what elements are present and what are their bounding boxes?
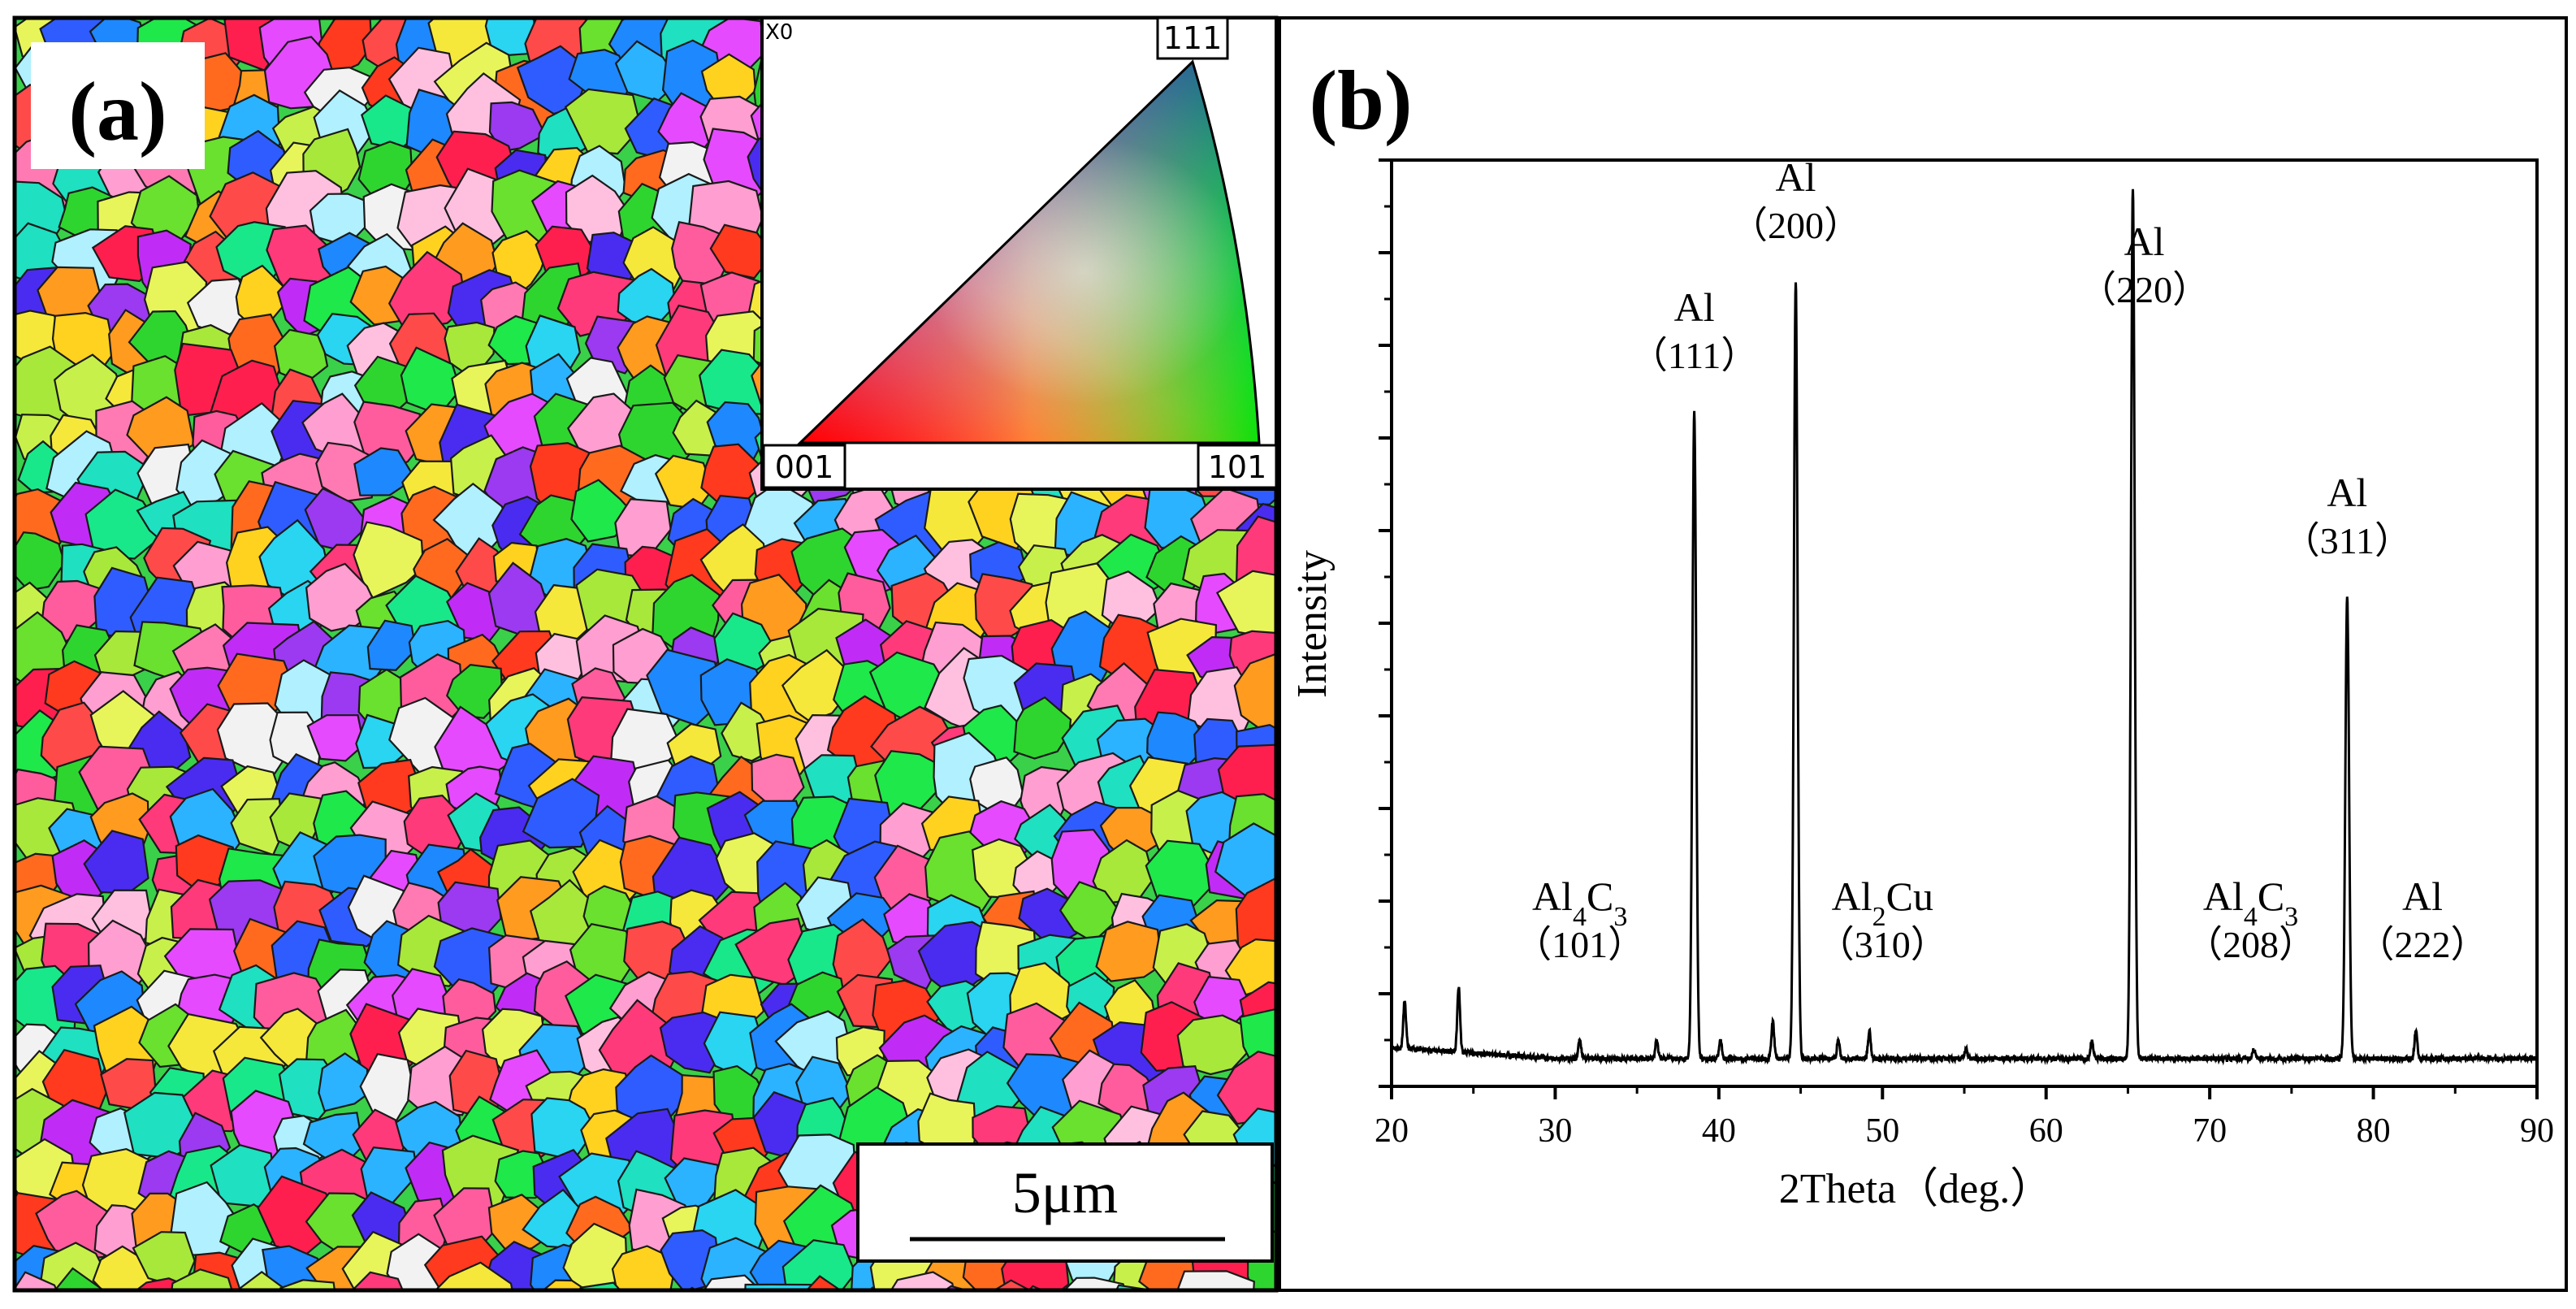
x-tick-label: 90 (2520, 1112, 2554, 1150)
scale-bar-label: 5μm (1012, 1160, 1119, 1225)
xrd-chart: 20 30 40 50 60 70 80 90 Al（111）Al（200） Al（220）Al… (1289, 154, 2554, 1212)
grain (522, 778, 600, 849)
grain (805, 1275, 842, 1290)
grain (353, 521, 425, 600)
grain (318, 1052, 369, 1112)
grain (496, 1294, 551, 1306)
axis-ticks: 20 30 40 50 60 70 80 90 (1375, 158, 2554, 1150)
ipf-label-111-box (1156, 16, 1229, 60)
x-tick-label: 80 (2357, 1112, 2391, 1150)
peak-label-phase: Al (2124, 219, 2165, 264)
y-axis-label: Intensity (1289, 550, 1336, 698)
grain (336, 1289, 340, 1290)
grain (1095, 921, 1163, 982)
ipf-legend: X0 111 001 101 (760, 16, 1278, 491)
peak-label-phase: Al2Cu (1832, 873, 1933, 932)
grain (564, 88, 643, 155)
grain (1235, 877, 1276, 958)
ipf-label-101-box (1197, 444, 1278, 489)
peak-label-phase: Al4C3 (2203, 873, 2298, 932)
grain (15, 531, 66, 592)
grain (353, 447, 417, 496)
panel-a-label: (a) (68, 65, 167, 158)
panel-b-label: (b) (1309, 54, 1412, 147)
ipf-legend-corner-label: X0 (765, 20, 793, 45)
grain (366, 619, 417, 671)
grain (1233, 652, 1276, 738)
grain (445, 664, 504, 719)
grain (1242, 1289, 1246, 1290)
grain (744, 1283, 812, 1290)
peak-label-plane: （111） (1630, 335, 1759, 376)
grain (15, 1271, 58, 1290)
peak-annotations: Al （111） Al （200） Al （220） Al （311） Al （222） Al4C3… (1514, 154, 2487, 965)
ipf-label-101: 101 (1208, 449, 1267, 485)
peak-label-phase: Al (1776, 154, 1816, 200)
peak-label-plane: （200） (1730, 205, 1861, 246)
grain (1181, 1289, 1188, 1290)
peak-label-plane: （220） (2079, 269, 2210, 310)
ipf-label-001: 001 (775, 449, 834, 485)
peak-label-phase: Al (2327, 470, 2367, 515)
xrd-pattern-line (1390, 189, 2539, 1066)
peak-label-plane: （222） (2357, 924, 2488, 965)
panel-a-border (12, 15, 1279, 1293)
x-tick-label: 20 (1375, 1112, 1409, 1150)
peak-label-plane: （101） (1514, 924, 1645, 965)
grain (611, 1245, 674, 1290)
peak-label-plane: （208） (2185, 924, 2316, 965)
panel-b: (b) 20 30 40 50 60 70 80 90 Al （111） Al （200） Al （22… (1289, 54, 2554, 1212)
ipf-triangle (797, 59, 1261, 444)
grain (541, 1279, 588, 1290)
grain (237, 1271, 288, 1290)
panel-a-label-box (31, 42, 205, 169)
panel-b-frame (1278, 16, 2568, 1292)
grain (488, 101, 547, 153)
grain (392, 1294, 452, 1306)
x-axis-label: 2Theta（deg.） (1779, 1166, 2052, 1212)
grain (434, 1261, 513, 1290)
peak-label-plane: （311） (2283, 520, 2412, 561)
scale-bar-box (856, 1142, 1274, 1263)
scale-bar: 5μm (856, 1142, 1274, 1263)
grain (484, 18, 535, 57)
grain (97, 1296, 168, 1307)
grain (709, 223, 774, 280)
grain (1176, 1270, 1255, 1290)
peak-label-phase: Al (1674, 284, 1715, 330)
grain (306, 714, 366, 762)
x-tick-label: 50 (1865, 1112, 1899, 1150)
peak-label-plane: （310） (1817, 924, 1948, 965)
ipf-label-001-box (762, 444, 846, 489)
x-tick-label: 40 (1702, 1112, 1736, 1150)
grain (659, 1011, 727, 1074)
grain (279, 1279, 336, 1290)
x-tick-label: 70 (2193, 1112, 2227, 1150)
grain (171, 1268, 233, 1290)
grain (1063, 1276, 1127, 1290)
panel-a: (a) X0 111 001 101 5μm (12, 15, 1279, 1307)
grain (351, 1271, 404, 1290)
ipf-label-111: 111 (1163, 20, 1223, 56)
grain (781, 1239, 857, 1290)
x-tick-label: 60 (2029, 1112, 2063, 1150)
grain (1013, 696, 1072, 760)
x-tick-label: 30 (1538, 1112, 1572, 1150)
peak-label-phase: Al (2402, 873, 2443, 919)
peak-label-phase: Al4C3 (1532, 873, 1627, 932)
grain (890, 1271, 955, 1290)
